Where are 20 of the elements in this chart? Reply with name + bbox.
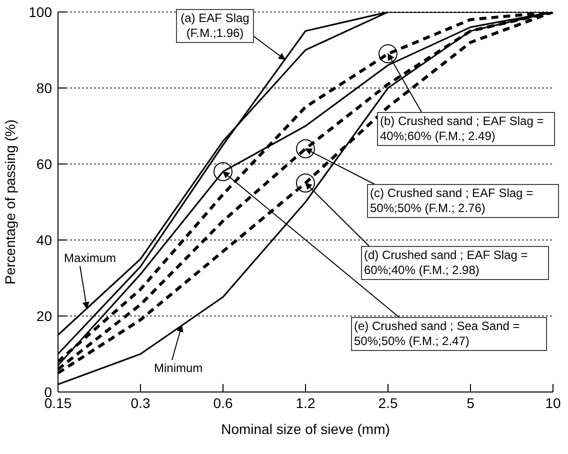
x-axis-title: Nominal size of sieve (mm) — [221, 421, 390, 437]
y-tick-label: 80 — [36, 80, 52, 96]
x-tick-label: 0.3 — [130, 394, 150, 411]
x-tick-label: 5 — [466, 394, 475, 411]
y-tick-label: 40 — [36, 232, 52, 248]
annotation: (c) Crushed sand ; EAF Slag = 50%;50% (F.M.; 2.76) — [367, 184, 559, 218]
y-tick-label: 20 — [36, 308, 52, 324]
y-tick-label: 100 — [28, 4, 52, 20]
x-tick-label: 2.5 — [378, 394, 398, 411]
series-label: Minimum — [153, 360, 204, 377]
x-tick-label: 1.2 — [296, 394, 316, 411]
series-label: Maximum — [63, 250, 118, 267]
annotation: (b) Crushed sand ; EAF Slag = 40%;60% (F.M.; 2.49) — [377, 112, 555, 146]
annotation: (d) Crushed sand ; EAF Slag = 60%;40% (F.M.; 2.98) — [361, 246, 549, 280]
annotation: (e) Crushed sand ; Sea Sand = 50%;50% (F.M.; 2.47) — [351, 317, 547, 351]
x-tick-label: 10 — [545, 394, 561, 411]
y-tick-label: 60 — [36, 156, 52, 172]
y-axis-title: Percentage of passing (%) — [2, 120, 18, 284]
annotation: (a) EAF Slag (F.M.;1.96) — [176, 9, 254, 43]
x-tick-label: 0.6 — [213, 394, 233, 411]
